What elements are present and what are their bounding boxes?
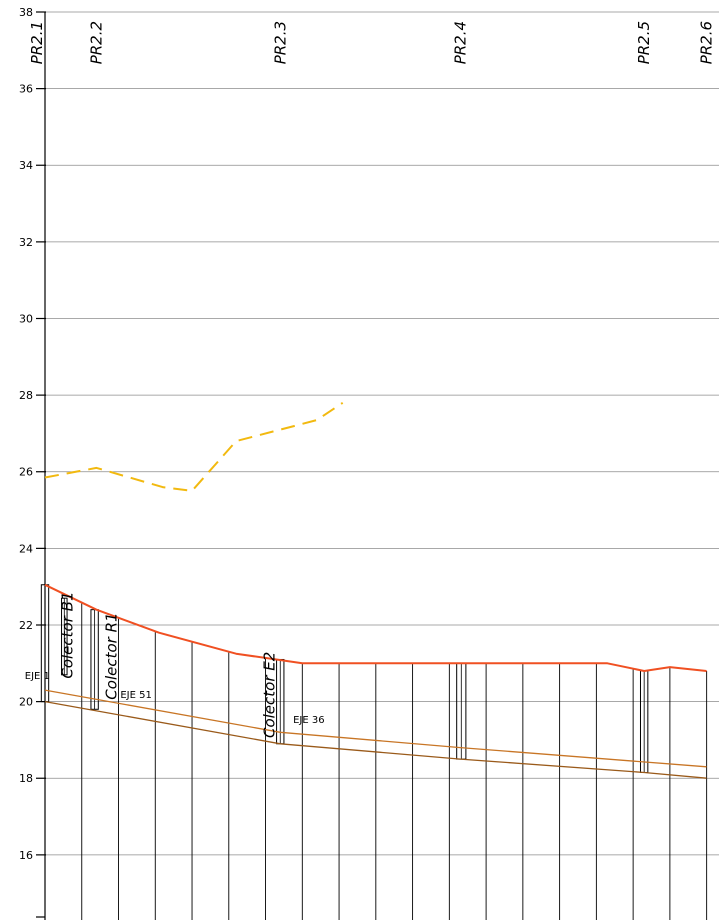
- structure-boxes: [40, 584, 649, 773]
- series-lower-brown: [44, 700, 707, 779]
- vertical-station-lines: [81, 602, 708, 920]
- y-tick-label: 26: [19, 466, 33, 479]
- profile-lines: [44, 401, 707, 779]
- axis-label: EJE 51: [120, 690, 152, 701]
- y-tick-label: 28: [19, 389, 33, 402]
- annotation-label: Colector E2: [261, 652, 279, 738]
- station-label: PR2.4: [451, 21, 469, 64]
- y-tick-label: 20: [19, 696, 33, 709]
- axis-label: EJE 1: [25, 671, 50, 682]
- y-axis-ticks: 16 18 20 22 24 26 28 30 32 34 36 38: [19, 6, 46, 920]
- y-tick-label: 32: [19, 236, 33, 249]
- y-tick-label: 34: [19, 159, 33, 172]
- y-tick-label: 16: [19, 849, 33, 862]
- text-labels: PR2.1 PR2.2 PR2.3 PR2.4 PR2.5 PR2.6 Colector B…: [25, 21, 716, 738]
- annotation-label: Colector R1: [103, 612, 121, 699]
- axis-label: EJE 36: [293, 715, 325, 726]
- annotation-label: Colector B1: [59, 592, 77, 679]
- station-label: PR2.2: [87, 21, 105, 64]
- horizontal-grid: [45, 11, 719, 856]
- series-dashed-yellow: [44, 401, 344, 492]
- y-tick-label: 38: [19, 6, 33, 19]
- y-tick-label: 18: [19, 772, 33, 785]
- series-upper-brown: [44, 689, 707, 768]
- station-label: PR2.6: [698, 21, 716, 64]
- y-tick-label: 22: [19, 619, 33, 632]
- y-tick-label: 24: [19, 542, 33, 555]
- station-label: PR2.5: [635, 21, 653, 64]
- station-label: PR2.1: [28, 21, 46, 64]
- y-tick-label: 36: [19, 83, 33, 96]
- station-label: PR2.3: [271, 21, 289, 64]
- series-surface-red: [44, 583, 707, 672]
- y-tick-label: 30: [19, 312, 33, 325]
